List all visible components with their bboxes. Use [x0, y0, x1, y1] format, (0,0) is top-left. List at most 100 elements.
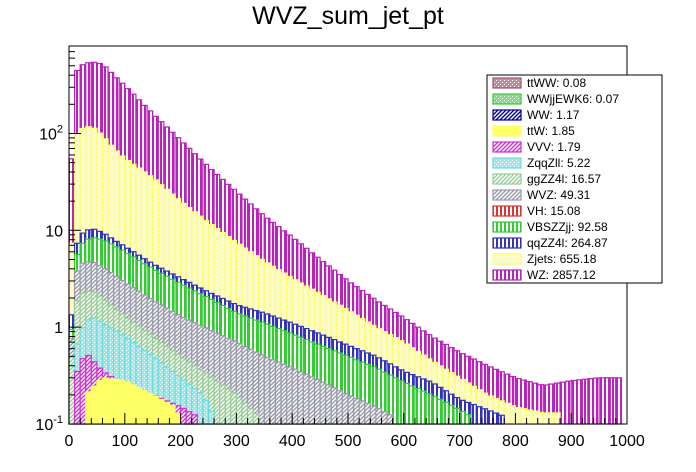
histogram-bar	[219, 384, 226, 425]
histogram-bar	[196, 392, 204, 425]
histogram-bar	[542, 412, 550, 425]
histogram-bar	[380, 411, 388, 425]
histogram-bar	[498, 414, 505, 425]
histogram-bar	[90, 385, 98, 425]
histogram-bar	[280, 363, 288, 425]
legend-entry-label: WZ: 2857.12	[527, 268, 596, 282]
histogram-bar	[246, 407, 254, 425]
histogram-bar	[101, 377, 109, 425]
legend-entry-label: WVZ: 49.31	[527, 188, 591, 202]
histogram-bar	[553, 412, 561, 425]
legend-entry-label: WWjjEWK6: 0.07	[527, 92, 619, 106]
legend-entry-label: VH: 15.08	[527, 204, 581, 218]
histogram-bar	[486, 410, 494, 425]
histogram-bar	[152, 395, 159, 425]
histogram-bar	[230, 392, 238, 425]
x-tick-label: 800	[502, 433, 529, 450]
histogram-bar	[185, 411, 193, 425]
histogram-bar	[570, 379, 578, 425]
histogram-bar	[235, 396, 243, 425]
histogram-bar	[163, 401, 171, 425]
y-tick-label: 1	[54, 320, 63, 337]
histogram-bar	[587, 378, 595, 425]
histogram-bar	[559, 381, 567, 425]
legend-entry-label: VVV: 1.79	[527, 140, 581, 154]
legend-swatch	[492, 141, 522, 153]
histogram-bar	[386, 414, 394, 425]
x-tick-label: 400	[279, 433, 306, 450]
histogram-bar	[615, 377, 623, 425]
histogram-bar	[302, 373, 310, 425]
histogram-bar	[548, 412, 556, 425]
legend-swatch	[492, 237, 522, 249]
histogram-bar	[291, 368, 299, 425]
histogram-bar	[202, 399, 210, 425]
histogram-bar	[447, 404, 455, 425]
x-tick-label: 600	[390, 433, 417, 450]
x-tick-label: 100	[111, 433, 138, 450]
legend-entry-label: Zjets: 655.18	[527, 252, 597, 266]
histogram-bar	[453, 407, 461, 425]
histogram-bar	[157, 398, 165, 425]
legend-swatch	[492, 109, 522, 121]
histogram-bar	[336, 390, 344, 425]
legend-swatch	[492, 269, 522, 281]
histogram-bar	[347, 395, 355, 425]
histogram-bar	[604, 377, 611, 425]
x-tick-label: 900	[558, 433, 585, 450]
y-tick-label: 10-1	[35, 414, 63, 434]
legend-entry-label: ZqqZll: 5.22	[527, 156, 591, 170]
legend-swatch	[492, 157, 522, 169]
histogram-bar	[107, 378, 115, 425]
legend-swatch	[492, 205, 522, 217]
histogram-bar	[392, 377, 399, 425]
histogram-bar	[207, 410, 215, 425]
histogram-bar	[470, 403, 477, 425]
histogram-bar	[364, 402, 371, 425]
histogram-bar	[403, 382, 410, 425]
histogram-bar	[297, 371, 304, 425]
histogram-bar	[425, 392, 433, 425]
axes: 0 100 200 300 400 500 600 700 800 900 1000 10-1 1 10 1…	[35, 45, 645, 450]
x-tick-label: 500	[335, 433, 362, 450]
histogram-bar	[576, 379, 583, 425]
legend-entry-label: ggZZ4l: 16.57	[527, 172, 601, 186]
histogram-bar	[96, 380, 104, 425]
legend-swatch	[492, 125, 522, 137]
histogram-bar	[68, 356, 76, 425]
histogram-bar	[191, 414, 198, 425]
histogram-bar	[598, 377, 606, 425]
histogram-bar	[520, 408, 528, 425]
x-tick-label: 700	[446, 433, 473, 450]
histogram-bar	[168, 404, 176, 425]
histogram-bar	[464, 414, 472, 425]
legend: ttWW: 0.08 WWjjEWK6: 0.07 WW: 1.17 ttW: 1.8…	[486, 74, 663, 284]
legend-swatch	[492, 93, 522, 105]
legend-entry-label: VBSZZjj: 92.58	[527, 220, 608, 234]
histogram-bar	[135, 387, 143, 425]
legend-swatch	[492, 77, 522, 89]
histogram-bar	[274, 361, 282, 425]
histogram-bar	[73, 370, 81, 425]
histogram-bar	[118, 379, 126, 425]
histogram-bar	[481, 408, 489, 425]
legend-entry-label: ttW: 1.85	[527, 124, 575, 138]
histogram-bar	[431, 395, 438, 425]
x-tick-label: 300	[223, 433, 250, 450]
histogram-bar	[252, 413, 260, 425]
histogram-bar	[174, 412, 182, 425]
histogram-bar	[79, 358, 87, 425]
legend-swatch	[492, 173, 522, 185]
histogram-bar	[241, 402, 249, 425]
histogram-bar	[325, 384, 332, 425]
histogram-bar	[531, 410, 539, 425]
histogram-bar	[330, 387, 338, 425]
histogram-bar	[419, 390, 427, 425]
y-tick-label: 102	[39, 123, 63, 143]
histogram-bar	[609, 377, 617, 425]
legend-swatch	[492, 189, 522, 201]
histogram-bar	[459, 410, 466, 425]
histogram-bar	[592, 377, 600, 425]
legend-entry-label: qqZZ4l: 264.87	[527, 236, 608, 250]
